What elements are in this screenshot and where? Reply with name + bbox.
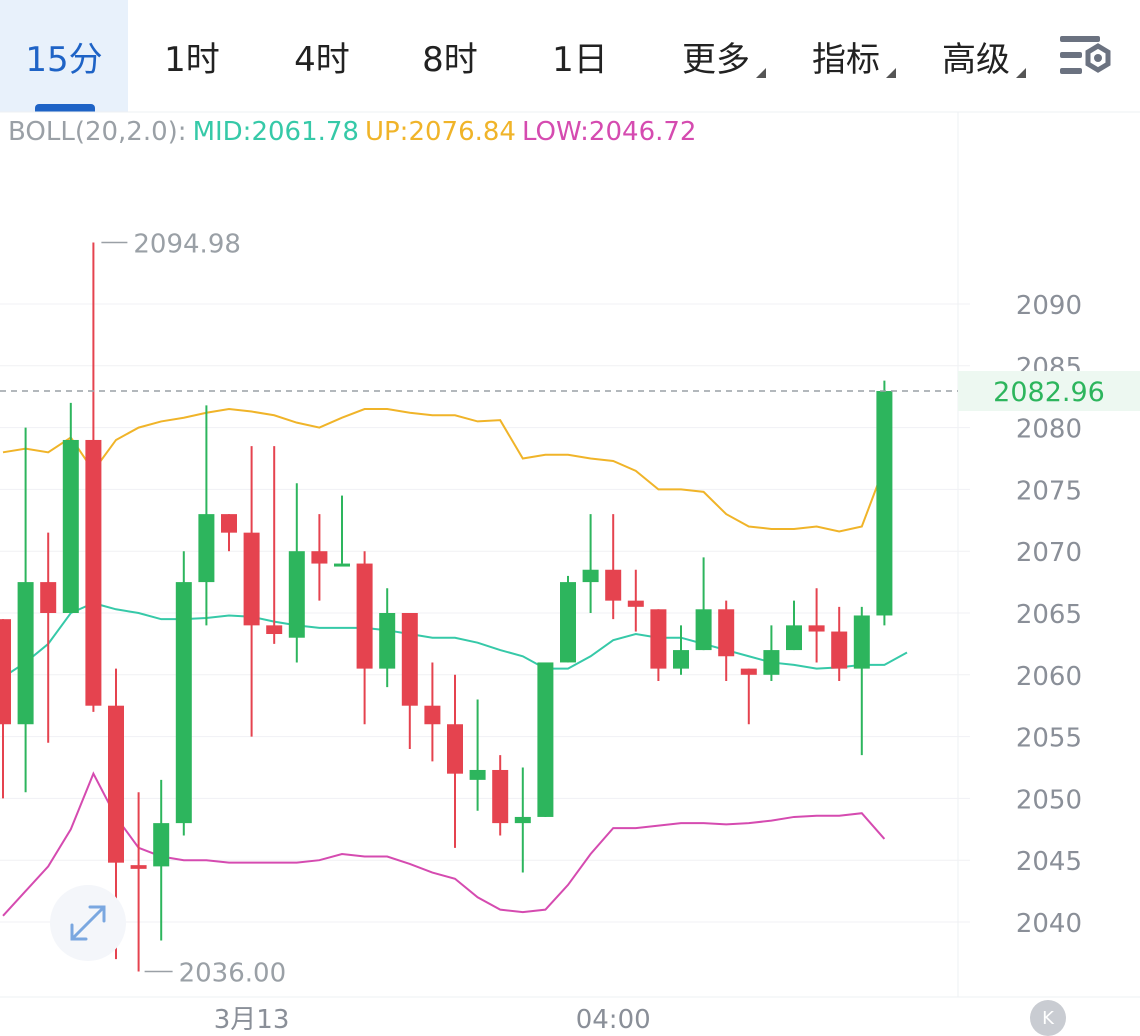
- y-tick-label: 2075: [1016, 476, 1082, 506]
- candle-body: [85, 439, 102, 706]
- boll-upper-line: [2, 408, 886, 533]
- candle-body: [808, 625, 825, 632]
- candle-body: [650, 609, 667, 669]
- candle-body: [130, 865, 147, 869]
- candle-body: [582, 569, 599, 583]
- candle-body: [763, 650, 780, 675]
- y-tick-label: 2045: [1016, 847, 1082, 877]
- tab-label: 1时: [164, 39, 220, 80]
- candle-body: [514, 816, 531, 824]
- y-tick-label: 2090: [1016, 291, 1082, 321]
- candle-body: [537, 662, 554, 817]
- y-tick-label: 2070: [1016, 538, 1082, 568]
- candle-body: [447, 724, 463, 774]
- y-tick-label: 2065: [1016, 600, 1082, 630]
- candle-body: [695, 609, 712, 651]
- tab-label: 1日: [552, 39, 608, 80]
- active-tab-indicator: [35, 104, 95, 112]
- tab-15m[interactable]: 15分: [0, 0, 128, 112]
- candle-body: [311, 551, 328, 564]
- dropdown-triangle-icon: [1016, 68, 1026, 78]
- candle-body: [198, 514, 215, 583]
- boll-indicator-legend: BOLL(20,2.0): MID:2061.78 UP:2076.84 LOW:20…: [8, 117, 702, 147]
- expand-icon: [70, 905, 106, 941]
- candle-body: [605, 569, 622, 601]
- expand-chart-button[interactable]: [50, 885, 126, 961]
- candle-body: [288, 551, 305, 638]
- tab-more[interactable]: 更多: [660, 0, 772, 112]
- x-tick-label: 04:00: [576, 1005, 651, 1030]
- tab-label: 高级: [942, 39, 1010, 80]
- candle-body: [853, 615, 870, 669]
- current-price-label-bg: [958, 371, 1140, 412]
- y-tick-label: 2040: [1016, 909, 1082, 939]
- candle-body: [627, 600, 644, 607]
- candle-body: [424, 705, 441, 725]
- timeframe-tabs: 15分 1时 4时 8时 1日 更多 指标 高级: [0, 0, 1140, 112]
- candle-body: [786, 625, 802, 651]
- tab-8h[interactable]: 8时: [398, 0, 502, 112]
- chart-settings-icon: [1060, 36, 1111, 74]
- candle-body: [379, 613, 396, 669]
- y-tick-label: 2080: [1016, 415, 1082, 445]
- candle-body: [492, 769, 509, 824]
- boll-mid-line: [2, 602, 908, 679]
- tab-advanced[interactable]: 高级: [920, 0, 1032, 112]
- boll-lower-line: [2, 771, 886, 917]
- current-price-label: 2082.96: [993, 377, 1105, 408]
- candle-body: [17, 582, 34, 725]
- tab-1h[interactable]: 1时: [140, 0, 244, 112]
- candle-body: [62, 439, 79, 613]
- k-icon: K: [1042, 1007, 1054, 1029]
- tab-label: 15分: [25, 39, 103, 80]
- max-annotation: 2094.98: [133, 229, 241, 259]
- chart-settings-button[interactable]: [1056, 32, 1116, 82]
- boll-prefix: BOLL(20,2.0):: [8, 117, 187, 147]
- tab-label: 指标: [812, 39, 880, 80]
- tab-label: 4时: [294, 39, 350, 80]
- candle-body: [108, 705, 124, 863]
- dropdown-triangle-icon: [756, 68, 766, 78]
- boll-low-value: LOW:2046.72: [521, 117, 697, 147]
- tab-indicators[interactable]: 指标: [790, 0, 902, 112]
- candle-body: [740, 668, 757, 675]
- boll-up-value: UP:2076.84: [364, 117, 516, 147]
- k-line-button[interactable]: K: [1030, 1000, 1066, 1036]
- candle-body: [469, 769, 486, 780]
- tab-1d[interactable]: 1日: [528, 0, 632, 112]
- tab-label: 8时: [422, 39, 478, 80]
- candle-body: [153, 823, 170, 867]
- candle-body: [221, 514, 237, 533]
- candle-body: [243, 532, 260, 626]
- tab-label: 更多: [682, 39, 750, 80]
- tab-4h[interactable]: 4时: [270, 0, 374, 112]
- candle-body: [266, 625, 283, 635]
- x-tick-label: 3月13: [214, 1005, 290, 1030]
- min-annotation: 2036.00: [179, 958, 287, 988]
- candle-body: [334, 563, 350, 567]
- candle-body: [356, 563, 373, 669]
- y-tick-label: 2055: [1016, 724, 1082, 754]
- dropdown-triangle-icon: [886, 68, 896, 78]
- y-tick-label: 2050: [1016, 785, 1082, 815]
- candle-body: [0, 619, 11, 725]
- candle-body: [831, 631, 848, 669]
- candle-body: [718, 609, 735, 657]
- candle-body: [876, 391, 893, 616]
- candle-body: [560, 582, 576, 663]
- y-tick-label: 2060: [1016, 662, 1082, 692]
- candle-body: [673, 650, 689, 669]
- boll-mid-value: MID:2061.78: [192, 117, 359, 147]
- candle-body: [40, 582, 57, 613]
- candle-body: [175, 582, 192, 824]
- candle-body: [401, 613, 418, 706]
